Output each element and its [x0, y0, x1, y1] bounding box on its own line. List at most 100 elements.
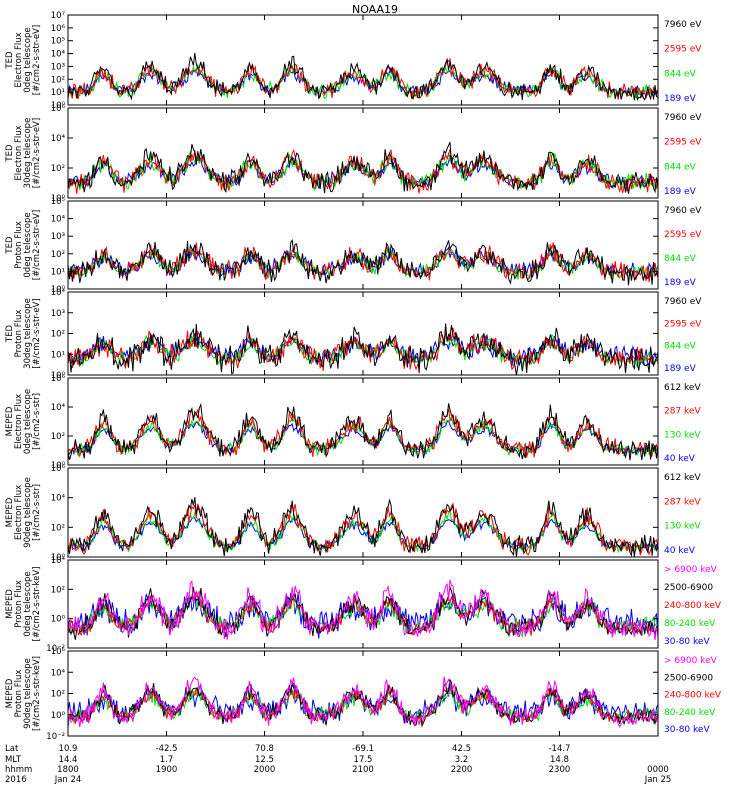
legend-entry: 189 eV	[664, 278, 697, 288]
legend-entry: 240-800 keV	[664, 691, 722, 701]
series-ted-proton-0deg-0	[67, 238, 659, 286]
y-tick-label: 10²	[51, 75, 65, 85]
panel-ted-electron-0deg: 10⁰ 10¹ 10² 10³ 10⁴ 10⁵ 10⁶ 10⁷ TED Electron Flux…	[5, 11, 702, 111]
y-tick-label: 10¹	[51, 88, 65, 98]
y-tick-label: 10⁻²	[46, 644, 65, 654]
panel-meped-electron-0deg: 10⁰ 10² 10⁴ 10⁶ MEPED Electron Flux 0deg teles…	[5, 374, 701, 471]
x-tick-label-hhmm: 2100	[352, 765, 374, 775]
legend-entry: 80-240 keV	[664, 619, 716, 629]
x-tick-label-mlt: 3.2	[455, 755, 469, 765]
x-row-label: MLT	[5, 755, 22, 765]
x-tick-label-mlt: 14.8	[550, 755, 569, 765]
series-meped-electron-0deg-2	[67, 414, 659, 457]
y-tick-label: 10⁴	[51, 215, 66, 225]
legend-entry: 2595 eV	[664, 138, 702, 148]
x-tick-label-mlt: 17.5	[354, 755, 373, 765]
y-tick-label: 10⁶	[51, 647, 66, 657]
series-meped-electron-90deg-2	[67, 509, 659, 556]
y-axis-label: [#/cm2-s-str-keV]	[32, 656, 42, 731]
y-axis-label: [#/cm2-s-str]	[32, 393, 42, 450]
legend-entry: 287 keV	[664, 497, 701, 507]
legend-entry: 40 keV	[664, 454, 696, 464]
y-axis-label: TED	[5, 144, 15, 163]
panel-ted-electron-30deg: 10⁰ 10² 10⁴ 10⁶ TED Electron Flux 30deg telesc…	[5, 104, 702, 204]
x-tick-label-lat: 70.8	[255, 744, 274, 754]
x-tick-label-lat: -42.5	[156, 744, 178, 754]
legend-entry: 30-80 keV	[664, 725, 710, 735]
series-ted-electron-30deg-1	[67, 149, 659, 194]
series-meped-proton-0deg-2	[67, 590, 659, 637]
x-tick-label-lat: -69.1	[352, 744, 374, 754]
y-tick-label: 10²	[51, 330, 65, 340]
y-axis-label: 30deg telescope	[23, 118, 33, 189]
y-tick-label: 10⁴	[51, 288, 66, 298]
y-axis-label: 0deg telescope	[23, 212, 33, 277]
legend-entry: 7960 eV	[664, 113, 702, 123]
x-row-label: Lat	[5, 744, 19, 754]
panel-frame	[67, 467, 659, 558]
x-row-label: 2016	[5, 775, 27, 785]
y-axis-label: [#/cm2-s-str-eV]	[32, 25, 42, 95]
x-tick-label-mlt: 1.7	[160, 755, 174, 765]
y-tick-label: 10⁶	[51, 104, 66, 114]
x-row-label: hhmm	[5, 765, 32, 775]
panel-meped-electron-90deg: 10⁰ 10² 10⁴ 10⁶ MEPED Electron Flux 90deg tele…	[5, 464, 701, 563]
y-axis-label: TED	[5, 51, 15, 70]
y-tick-label: 10⁴	[51, 494, 66, 504]
y-axis-label: MEPED	[5, 406, 15, 436]
y-tick-label: 10⁰	[51, 461, 66, 471]
legend-entry: 7960 eV	[664, 20, 702, 30]
legend-entry: 2595 eV	[664, 230, 702, 240]
legend-entry: 40 keV	[664, 546, 696, 556]
y-axis-label: 0deg telescope	[23, 571, 33, 636]
y-tick-label: 10⁵	[51, 197, 65, 207]
y-tick-label: 10²	[51, 432, 65, 442]
legend-entry: 189 eV	[664, 187, 697, 197]
panel-frame	[67, 377, 659, 466]
y-axis-label: Electron Flux	[14, 394, 24, 449]
y-axis-label: Electron Flux	[14, 32, 24, 87]
y-axis-label: Electron Flux	[14, 125, 24, 180]
legend-entry: 2500-6900	[664, 583, 713, 593]
legend-entry: 240-800 keV	[664, 601, 722, 611]
legend-entry: 7960 eV	[664, 297, 702, 307]
legend-entry: 80-240 keV	[664, 708, 716, 718]
y-tick-label: 10⁰	[51, 553, 66, 563]
legend-entry: 130 keV	[664, 522, 701, 532]
legend-entry: 844 eV	[664, 254, 697, 264]
series-meped-electron-90deg-0	[67, 497, 659, 558]
legend-entry: 130 keV	[664, 430, 701, 440]
series-meped-proton-0deg-1	[67, 585, 659, 640]
x-tick-label-lat: -14.7	[548, 744, 570, 754]
y-tick-label: 10¹	[51, 350, 65, 360]
y-axis-label: MEPED	[5, 589, 15, 619]
series-ted-proton-30deg-0	[67, 323, 659, 376]
y-tick-label: 10⁰	[51, 615, 66, 625]
panel-ted-proton-0deg: 10⁰ 10¹ 10² 10³ 10⁴ 10⁵ TED Proton Flux 0deg tel…	[5, 197, 702, 295]
panel-meped-proton-90deg: 10⁻² 10⁰ 10² 10⁴ 10⁶ MEPED Proton Flux 90deg te…	[5, 647, 722, 742]
x-tick-label-mlt: 12.5	[255, 755, 274, 765]
series-ted-electron-0deg-0	[67, 52, 659, 102]
y-axis-label: [#/cm2-s-str]	[32, 484, 42, 541]
x-tick-label-lat: 42.5	[452, 744, 471, 754]
y-tick-label: 10³	[51, 232, 65, 242]
y-axis-label: Proton Flux	[14, 580, 24, 628]
y-axis-label: Proton Flux	[14, 221, 24, 269]
y-tick-label: 10³	[51, 309, 65, 319]
x-tick-label-lat: 10.9	[59, 744, 78, 754]
y-tick-label: 10⁰	[51, 371, 66, 381]
y-tick-label: 10⁻²	[46, 732, 65, 742]
y-axis-label: Proton Flux	[14, 310, 24, 358]
y-tick-label: 10³	[51, 62, 65, 72]
y-axis-label: MEPED	[5, 497, 15, 527]
y-tick-label: 10¹	[51, 267, 65, 277]
x-tick-label-mlt: 14.4	[59, 755, 78, 765]
legend-entry: 844 eV	[664, 162, 697, 172]
y-tick-label: 10⁴	[51, 50, 66, 60]
legend-entry: 7960 eV	[664, 206, 702, 216]
y-tick-label: 10⁰	[51, 101, 66, 111]
x-tick-label-hhmm: 0000	[647, 765, 669, 775]
